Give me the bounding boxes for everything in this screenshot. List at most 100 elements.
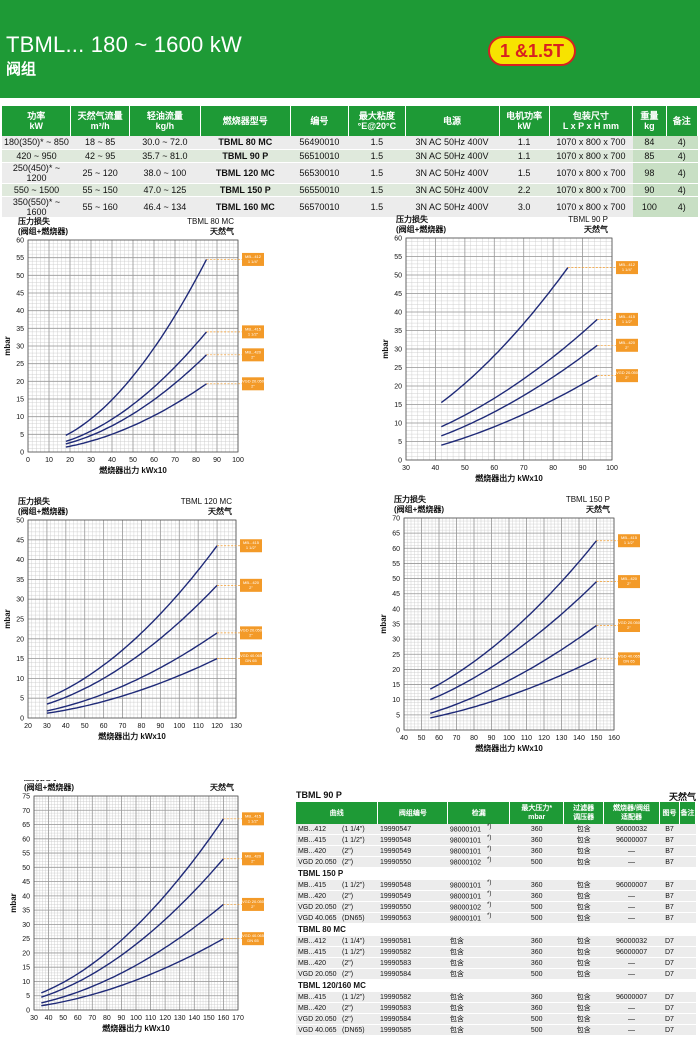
valve-code: 19990548 (377, 879, 448, 891)
series-curve (65, 331, 208, 443)
spec-row: 250(450)* ~ 1200 25 ~ 120 38.0 ~ 100 TBML 1… (2, 162, 698, 184)
valve-curve-size: (2") (342, 903, 354, 911)
series-label-box (242, 325, 264, 339)
valve-drawing: B7 (659, 824, 680, 835)
y-tick-label: 10 (22, 979, 30, 986)
valve-code: 19990549 (377, 890, 448, 902)
y-tick-label: 50 (394, 273, 402, 280)
y-tick-label: 30 (394, 347, 402, 354)
valve-drawing: D7 (659, 991, 680, 1003)
spec-row: 420 ~ 950 42 ~ 95 35.7 ~ 81.0 TBML 90 P 5651… (2, 149, 698, 163)
x-tick-label: 70 (88, 1015, 96, 1022)
y-tick-label: 60 (16, 238, 24, 245)
spec-cell: 18 ~ 85 (70, 136, 130, 150)
spec-cell: 35.7 ~ 81.0 (129, 149, 201, 163)
valve-note (679, 856, 696, 868)
chart-top-label-2: (阀组+燃烧器) (396, 224, 446, 234)
valve-curve-size: (2") (342, 858, 354, 866)
valve-group-row: TBML 80 MC (296, 923, 696, 936)
y-tick-label: 30 (22, 922, 30, 929)
x-tick-label: 20 (24, 723, 32, 730)
valve-adapter: — (603, 1002, 660, 1014)
series-label: DN 65 (245, 658, 257, 663)
valve-curve-name: MB...420 (298, 1004, 327, 1012)
valve-drawing: D7 (659, 1002, 680, 1014)
valve-curve-name: VGD 40.065 (298, 1026, 337, 1034)
valve-adapter: — (603, 890, 660, 902)
valve-drawing: B7 (659, 856, 680, 868)
series-curve (429, 540, 598, 690)
spec-cell: 1070 x 800 x 700 (549, 136, 633, 150)
valve-drawing: B7 (659, 901, 680, 913)
x-tick-label: 70 (520, 465, 528, 472)
y-tick-label: 55 (392, 561, 400, 568)
valve-header-cell: 曲线 (296, 802, 379, 824)
valve-row: MB...412 (1 1/4") 19990581 包含 360 包含 96000032 D… (296, 935, 696, 947)
valve-leak-code: 98000101 (449, 826, 481, 834)
x-tick-label: 90 (118, 1015, 126, 1022)
valve-filter: 包含 (563, 1013, 604, 1025)
valve-header-cell: 备注 (679, 802, 697, 824)
y-tick-label: 5 (20, 696, 24, 703)
y-tick-label: 5 (26, 993, 30, 1000)
chart-gas: 天然气 (210, 226, 234, 236)
valve-note (679, 957, 696, 969)
valve-curve: MB...420 (2") (296, 957, 378, 969)
valve-header-cell: 燃烧器/阀组 适配器 (603, 802, 660, 824)
spec-cell: 250(450)* ~ 1200 (2, 162, 71, 184)
valve-curve-name: MB...415 (298, 836, 327, 844)
valve-drawing: D7 (659, 946, 680, 958)
valve-row: VGD 20.050 (2") 19990550 98000102 *) 500 包含 — B7 (296, 901, 696, 913)
series-label-box (616, 338, 638, 352)
valve-curve-name: VGD 20.050 (298, 903, 337, 911)
x-tick-label: 30 (402, 465, 410, 472)
valve-row: MB...420 (2") 19990549 98000101 *) 360 包含 — B7 (296, 890, 696, 902)
x-tick-label: 100 (503, 735, 515, 742)
valve-leak: 98000102 *) (447, 901, 510, 913)
valve-drawing: B7 (659, 834, 680, 846)
chart-svg: 20 30 40 50 60 70 80 90 100 110 120 130 0 5 10 15 20 25 30… (4, 496, 263, 741)
valve-pressure: 360 (509, 879, 564, 891)
valve-row: MB...420 (2") 19990583 包含 360 包含 — D7 (296, 1002, 696, 1014)
spec-cell: 30.0 ~ 72.0 (129, 136, 201, 150)
spec-cell: 98 (632, 162, 667, 184)
series-label: VGD 20.050 (242, 378, 265, 383)
y-tick-label: 60 (22, 836, 30, 843)
valve-filter: 包含 (563, 957, 604, 969)
x-tick-label: 120 (538, 735, 550, 742)
spec-header-cell: 轻油流量 kg/h (129, 106, 201, 136)
x-tick-label: 80 (138, 723, 146, 730)
spec-cell: 550 ~ 1500 (2, 183, 71, 197)
series-label: MB...420 (619, 340, 636, 345)
chart-tbml-80-mc: 0 10 20 30 40 50 60 70 80 90 100 0 5 10 15 20 25 30 35 40 45… (4, 212, 280, 474)
spec-cell: 55 ~ 160 (70, 196, 130, 218)
series-label: MB...420 (243, 580, 260, 585)
series-label-box (242, 897, 264, 911)
y-tick-label: 35 (22, 908, 30, 915)
valve-filter: 包含 (563, 834, 604, 846)
series-label: MB...415 (245, 326, 262, 331)
x-tick-label: 120 (159, 1015, 171, 1022)
spec-cell: 42 ~ 95 (70, 149, 130, 163)
y-tick-label: 15 (22, 965, 30, 972)
valve-adapter: — (603, 845, 660, 857)
page-subtitle: 阀组 (6, 61, 37, 78)
series-label: MB...412 (245, 254, 262, 259)
valve-filter: 包含 (563, 901, 604, 913)
valve-group-row: TBML 120/160 MC (296, 979, 696, 992)
x-tick-label: 140 (573, 735, 585, 742)
valve-curve-size: (2") (342, 1004, 354, 1012)
y-tick-label: 45 (16, 537, 24, 544)
chart-top-label-2: (阀组+燃烧器) (18, 226, 68, 236)
spec-cell: 3N AC 50Hz 400V (405, 149, 500, 163)
spec-cell: 1070 x 800 x 700 (549, 183, 633, 197)
y-tick-label: 10 (392, 697, 400, 704)
chart-model: TBML 120 MC (181, 497, 232, 506)
valve-pressure: 360 (509, 991, 564, 1003)
valve-leak: 98000102 *) (447, 856, 510, 868)
valve-leak: 98000101 *) (447, 845, 510, 857)
chart-top-label: 压力损失 (18, 216, 51, 226)
valve-row: MB...412 (1 1/4") 19990547 98000101 *) 360 包含 9… (296, 824, 696, 835)
series-label: 1 1/2" (248, 331, 259, 336)
valve-adapter: — (603, 968, 660, 980)
